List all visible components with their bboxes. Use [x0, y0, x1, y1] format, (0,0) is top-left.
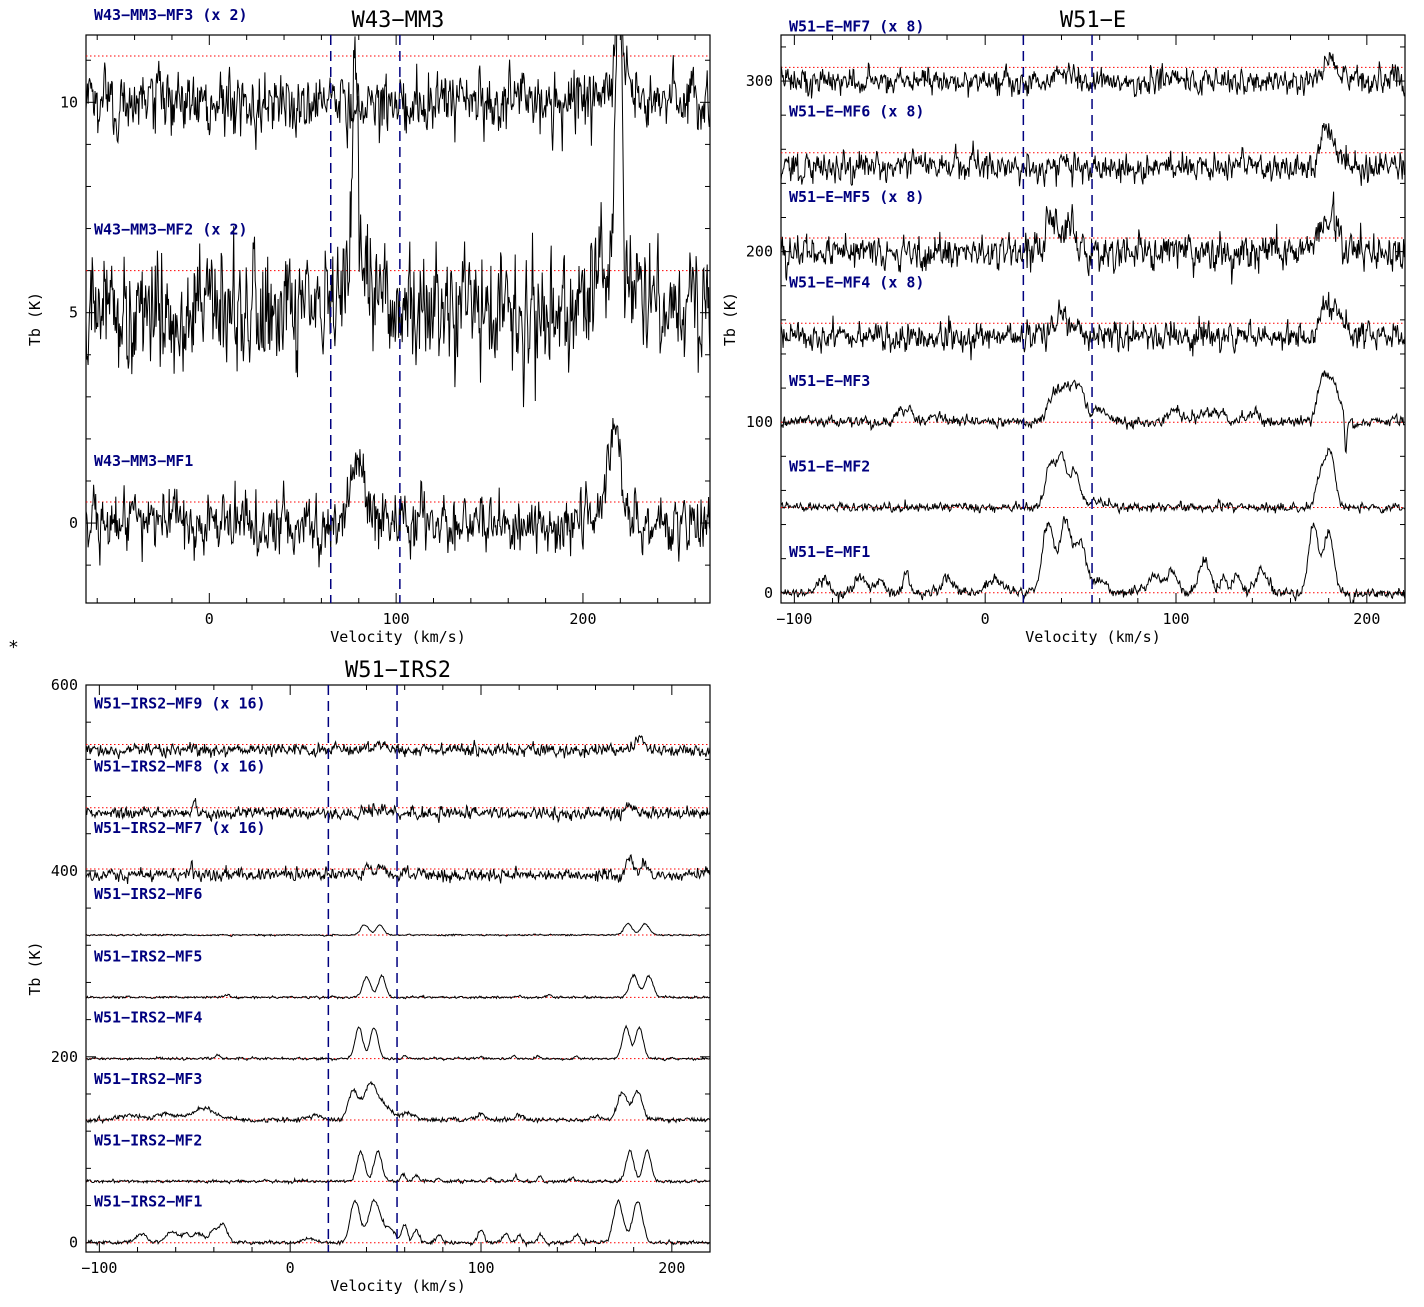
x-tick-label: 200: [569, 610, 596, 628]
series-label: W43−MM3−MF1: [94, 452, 193, 470]
x-axis-label: Velocity (km/s): [330, 1277, 465, 1295]
series-label: W51−IRS2−MF2: [94, 1131, 202, 1149]
x-axis-label: Velocity (km/s): [1025, 628, 1160, 646]
spectrum-w51-irs2-mf4: [86, 1024, 710, 1062]
series-label: W51−E−MF7 (x 8): [789, 17, 924, 35]
plot-area: [86, 734, 710, 1248]
plot-frame: [85, 684, 711, 1253]
y-tick-label: 0: [69, 514, 78, 532]
spectrum-w51-irs2-mf5: [86, 973, 710, 1000]
spectrum-w51-e-mf2: [781, 447, 1405, 515]
spectrum-w51-e-mf6-x-8: [781, 123, 1405, 188]
series-label: W51−IRS2−MF5: [94, 947, 202, 965]
plot-frame: [780, 34, 1406, 604]
x-tick-label: −100: [776, 610, 812, 628]
y-tick-label: 100: [746, 413, 773, 431]
spectrum-w51-e-mf3: [781, 370, 1405, 455]
plot-area: [86, 35, 710, 568]
spectrum-w51-irs2-mf8-x-16: [86, 797, 710, 824]
series-label: W51−E−MF4 (x 8): [789, 273, 924, 291]
y-tick-label: 0: [69, 1234, 78, 1252]
spectrum-w43-mm3-mf2-x-2: [86, 35, 710, 408]
series-label: W51−IRS2−MF8 (x 16): [94, 758, 266, 776]
plot-area: [781, 51, 1405, 603]
series-label: W51−IRS2−MF3: [94, 1070, 202, 1088]
panel-title: W43−MM3: [352, 8, 445, 33]
spectrum-w43-mm3-mf3-x-2: [86, 35, 710, 152]
x-tick-label: 100: [467, 1259, 494, 1277]
spectrum-w51-e-mf5-x-8: [781, 191, 1405, 285]
y-tick-label: 5: [69, 304, 78, 322]
series-label: W51−E−MF5 (x 8): [789, 188, 924, 206]
series-label: W51−E−MF2: [789, 457, 870, 475]
y-tick-label: 10: [60, 93, 78, 111]
x-tick-label: 100: [1162, 610, 1189, 628]
spectrum-w51-irs2-mf6: [86, 922, 710, 938]
x-tick-label: 200: [658, 1259, 685, 1277]
spectrum-w51-irs2-mf7-x-16: [86, 853, 710, 884]
y-tick-label: 300: [746, 72, 773, 90]
series-label: W43−MM3−MF3 (x 2): [94, 6, 248, 24]
y-tick-label: 400: [51, 862, 78, 880]
y-tick-label: 0: [764, 584, 773, 602]
y-axis-label: Tb (K): [721, 292, 739, 346]
panel-title: W51−IRS2: [345, 658, 451, 683]
x-tick-label: −100: [81, 1259, 117, 1277]
series-label: W51−E−MF1: [789, 543, 870, 561]
x-axis-label: Velocity (km/s): [330, 628, 465, 646]
y-tick-label: 200: [51, 1048, 78, 1066]
x-tick-label: 100: [383, 610, 410, 628]
plot-frame: [85, 34, 711, 604]
series-label: W51−IRS2−MF7 (x 16): [94, 819, 266, 837]
x-tick-label: 200: [1353, 610, 1380, 628]
series-label: W51−E−MF6 (x 8): [789, 103, 924, 121]
x-tick-label: 0: [981, 610, 990, 628]
x-tick-label: 0: [286, 1259, 295, 1277]
spectrum-w51-irs2-mf3: [86, 1080, 710, 1125]
spectrum-w51-e-mf1: [781, 516, 1405, 603]
y-tick-label: 600: [51, 676, 78, 694]
panel-marker: *: [8, 637, 19, 658]
y-axis-label: Tb (K): [26, 941, 44, 995]
spectrum-w51-irs2-mf2: [86, 1149, 710, 1186]
panel-w43-mm3: W43−MM3 0 100 200 0 5 10 Velocity (km/s) Tb (K) W…: [26, 6, 711, 646]
spectrum-w51-e-mf4-x-8: [781, 291, 1405, 361]
series-label: W51−IRS2−MF6: [94, 885, 202, 903]
spectrum-w51-e-mf7-x-8: [781, 51, 1405, 99]
y-axis-label: Tb (K): [26, 292, 44, 346]
panel-title: W51−E: [1060, 8, 1126, 33]
series-label: W51−IRS2−MF4: [94, 1009, 202, 1027]
spectrum-w43-mm3-mf1: [86, 417, 710, 568]
spectrum-w51-irs2-mf9-x-16: [86, 734, 710, 760]
series-label: W51−IRS2−MF1: [94, 1193, 202, 1211]
series-label: W43−MM3−MF2 (x 2): [94, 221, 248, 239]
series-label: W51−E−MF3: [789, 372, 870, 390]
y-tick-label: 200: [746, 243, 773, 261]
spectrum-w51-irs2-mf1: [86, 1198, 710, 1248]
x-tick-label: 0: [205, 610, 214, 628]
series-label: W51−IRS2−MF9 (x 16): [94, 694, 266, 712]
